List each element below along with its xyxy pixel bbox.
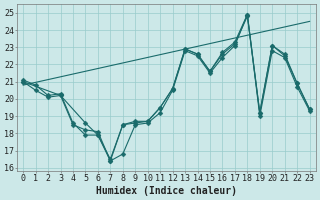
X-axis label: Humidex (Indice chaleur): Humidex (Indice chaleur) (96, 186, 237, 196)
